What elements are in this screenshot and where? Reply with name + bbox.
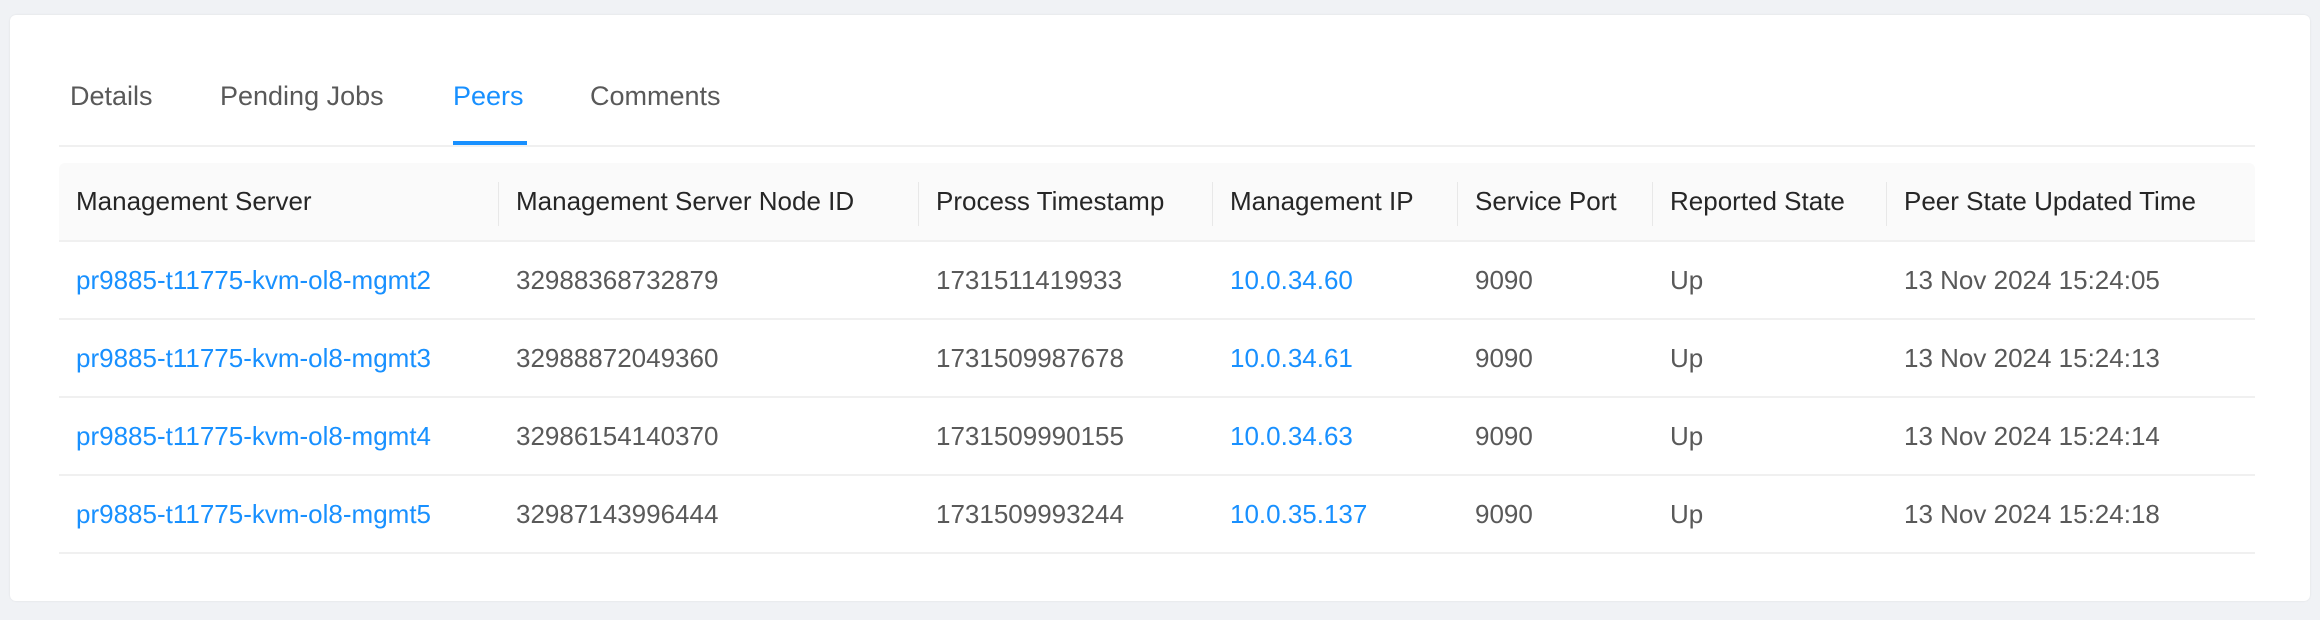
cell-management-ip: 10.0.34.60 (1213, 241, 1458, 320)
column-header-node-id: Management Server Node ID (499, 163, 919, 242)
management-ip-link[interactable]: 10.0.34.63 (1230, 420, 1353, 451)
cell-management-ip: 10.0.34.63 (1213, 397, 1458, 476)
cell-node-id: 32986154140370 (499, 397, 919, 476)
cell-process-timestamp: 1731509993244 (919, 475, 1213, 554)
cell-node-id: 32987143996444 (499, 475, 919, 554)
table-row: pr9885-t11775-kvm-ol8-mgmt4 3298615414037… (59, 397, 2255, 476)
cell-peer-state-updated-time: 13 Nov 2024 15:24:14 (1887, 397, 2255, 476)
cell-management-server: pr9885-t11775-kvm-ol8-mgmt2 (59, 241, 499, 320)
cell-service-port: 9090 (1458, 319, 1653, 398)
cell-reported-state: Up (1653, 319, 1887, 398)
detail-card: Details Pending Jobs Peers Comments Mana… (10, 15, 2310, 601)
cell-node-id: 32988872049360 (499, 319, 919, 398)
cell-management-server: pr9885-t11775-kvm-ol8-mgmt5 (59, 475, 499, 554)
tab-pending-jobs[interactable]: Pending Jobs (220, 81, 384, 111)
management-server-link[interactable]: pr9885-t11775-kvm-ol8-mgmt5 (76, 498, 431, 529)
management-server-link[interactable]: pr9885-t11775-kvm-ol8-mgmt3 (76, 342, 431, 373)
cell-process-timestamp: 1731509990155 (919, 397, 1213, 476)
cell-management-ip: 10.0.34.61 (1213, 319, 1458, 398)
cell-management-ip: 10.0.35.137 (1213, 475, 1458, 554)
tab-peers[interactable]: Peers (453, 81, 524, 111)
cell-service-port: 9090 (1458, 241, 1653, 320)
cell-peer-state-updated-time: 13 Nov 2024 15:24:18 (1887, 475, 2255, 554)
column-header-peer-state-updated-time: Peer State Updated Time (1887, 163, 2255, 242)
management-ip-link[interactable]: 10.0.34.61 (1230, 342, 1353, 373)
management-server-link[interactable]: pr9885-t11775-kvm-ol8-mgmt4 (76, 420, 431, 451)
column-header-process-timestamp: Process Timestamp (919, 163, 1213, 242)
table-row: pr9885-t11775-kvm-ol8-mgmt3 3298887204936… (59, 319, 2255, 398)
table-row: pr9885-t11775-kvm-ol8-mgmt5 3298714399644… (59, 475, 2255, 554)
tab-details[interactable]: Details (70, 81, 153, 111)
active-tab-indicator (453, 141, 527, 145)
cell-peer-state-updated-time: 13 Nov 2024 15:24:05 (1887, 241, 2255, 320)
table-row: pr9885-t11775-kvm-ol8-mgmt2 3298836873287… (59, 241, 2255, 320)
cell-service-port: 9090 (1458, 475, 1653, 554)
column-header-management-server: Management Server (59, 163, 499, 242)
column-header-management-ip: Management IP (1213, 163, 1458, 242)
management-server-link[interactable]: pr9885-t11775-kvm-ol8-mgmt2 (76, 264, 431, 295)
cell-service-port: 9090 (1458, 397, 1653, 476)
management-ip-link[interactable]: 10.0.34.60 (1230, 264, 1353, 295)
cell-process-timestamp: 1731511419933 (919, 241, 1213, 320)
cell-reported-state: Up (1653, 475, 1887, 554)
cell-node-id: 32988368732879 (499, 241, 919, 320)
cell-reported-state: Up (1653, 241, 1887, 320)
tab-comments[interactable]: Comments (590, 81, 721, 111)
management-ip-link[interactable]: 10.0.35.137 (1230, 498, 1368, 529)
cell-management-server: pr9885-t11775-kvm-ol8-mgmt4 (59, 397, 499, 476)
column-header-service-port: Service Port (1458, 163, 1653, 242)
cell-reported-state: Up (1653, 397, 1887, 476)
cell-peer-state-updated-time: 13 Nov 2024 15:24:13 (1887, 319, 2255, 398)
column-header-reported-state: Reported State (1653, 163, 1887, 242)
peers-table: Management Server Management Server Node … (59, 163, 2255, 554)
tab-bar: Details Pending Jobs Peers Comments (59, 57, 2255, 147)
cell-management-server: pr9885-t11775-kvm-ol8-mgmt3 (59, 319, 499, 398)
cell-process-timestamp: 1731509987678 (919, 319, 1213, 398)
